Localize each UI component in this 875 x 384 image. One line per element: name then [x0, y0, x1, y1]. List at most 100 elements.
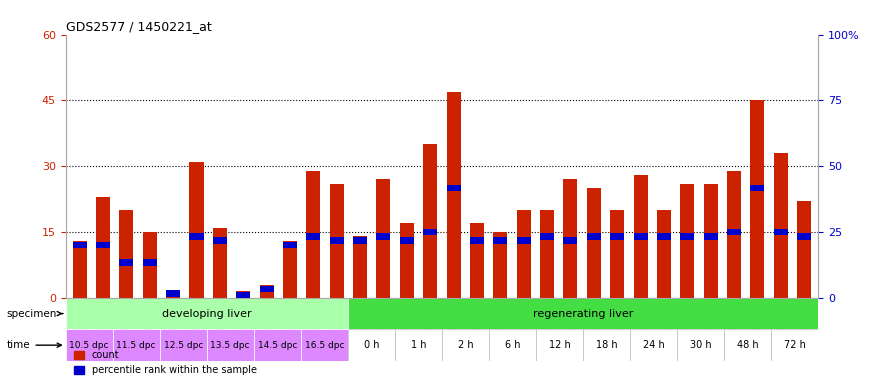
Text: GDS2577 / 1450221_at: GDS2577 / 1450221_at: [66, 20, 212, 33]
Bar: [771, 329, 818, 361]
Bar: [657, 233, 671, 240]
Bar: [704, 233, 717, 240]
Bar: [166, 293, 180, 298]
Bar: [516, 237, 530, 244]
Bar: [354, 237, 367, 298]
Bar: [354, 237, 367, 244]
Bar: [727, 170, 741, 298]
Bar: [751, 185, 765, 191]
Bar: [610, 233, 624, 240]
Text: 16.5 dpc: 16.5 dpc: [304, 341, 344, 350]
Bar: [73, 242, 87, 248]
Bar: [442, 329, 489, 361]
Bar: [283, 241, 297, 298]
Bar: [166, 290, 180, 297]
Bar: [610, 210, 624, 298]
Text: developing liver: developing liver: [162, 309, 251, 319]
Bar: [254, 329, 301, 361]
Bar: [470, 223, 484, 298]
Bar: [73, 241, 87, 298]
Bar: [677, 329, 724, 361]
Text: 12.5 dpc: 12.5 dpc: [164, 341, 203, 350]
Bar: [724, 329, 771, 361]
Bar: [489, 329, 536, 361]
Bar: [564, 237, 578, 244]
Bar: [395, 329, 442, 361]
Text: 30 h: 30 h: [690, 340, 711, 350]
Bar: [66, 329, 113, 361]
Bar: [376, 179, 390, 298]
Text: 14.5 dpc: 14.5 dpc: [257, 341, 297, 350]
Bar: [774, 229, 788, 235]
Bar: [96, 242, 110, 248]
Text: 13.5 dpc: 13.5 dpc: [211, 341, 250, 350]
Bar: [657, 210, 671, 298]
Bar: [260, 285, 274, 298]
Bar: [680, 184, 694, 298]
Bar: [727, 229, 741, 235]
Bar: [306, 170, 320, 298]
Bar: [493, 237, 507, 244]
Bar: [634, 175, 648, 298]
Text: 2 h: 2 h: [458, 340, 473, 350]
Bar: [536, 329, 583, 361]
Bar: [446, 185, 460, 191]
Bar: [774, 153, 788, 298]
Text: 11.5 dpc: 11.5 dpc: [116, 341, 156, 350]
Bar: [400, 237, 414, 244]
Bar: [283, 242, 297, 248]
Text: 48 h: 48 h: [737, 340, 759, 350]
Bar: [540, 233, 554, 240]
Text: 10.5 dpc: 10.5 dpc: [69, 341, 108, 350]
Bar: [206, 329, 254, 361]
Bar: [516, 210, 530, 298]
Bar: [260, 286, 274, 292]
Text: 72 h: 72 h: [784, 340, 806, 350]
Text: 1 h: 1 h: [410, 340, 426, 350]
Bar: [400, 223, 414, 298]
Bar: [540, 210, 554, 298]
Bar: [96, 197, 110, 298]
Text: 0 h: 0 h: [364, 340, 379, 350]
Bar: [630, 329, 677, 361]
Bar: [213, 237, 227, 244]
Bar: [236, 291, 250, 298]
Bar: [446, 92, 460, 298]
Bar: [704, 184, 717, 298]
Bar: [797, 201, 811, 298]
Text: time: time: [7, 340, 61, 350]
Bar: [634, 233, 648, 240]
Bar: [348, 298, 818, 329]
Bar: [587, 233, 601, 240]
Text: 12 h: 12 h: [549, 340, 570, 350]
Bar: [330, 237, 344, 244]
Bar: [680, 233, 694, 240]
Bar: [306, 233, 320, 240]
Bar: [301, 329, 348, 361]
Text: 24 h: 24 h: [642, 340, 664, 350]
Bar: [424, 144, 438, 298]
Bar: [587, 188, 601, 298]
Legend: count, percentile rank within the sample: count, percentile rank within the sample: [71, 346, 261, 379]
Bar: [797, 233, 811, 240]
Bar: [330, 184, 344, 298]
Bar: [190, 162, 204, 298]
Bar: [119, 210, 133, 298]
Bar: [236, 292, 250, 299]
Bar: [143, 260, 157, 266]
Bar: [376, 233, 390, 240]
Bar: [213, 228, 227, 298]
Bar: [564, 179, 578, 298]
Bar: [348, 329, 395, 361]
Bar: [493, 232, 507, 298]
Bar: [66, 298, 348, 329]
Bar: [751, 100, 765, 298]
Bar: [143, 232, 157, 298]
Bar: [583, 329, 630, 361]
Bar: [470, 237, 484, 244]
Bar: [119, 260, 133, 266]
Text: specimen: specimen: [7, 309, 63, 319]
Text: 6 h: 6 h: [505, 340, 520, 350]
Bar: [424, 229, 438, 235]
Bar: [190, 233, 204, 240]
